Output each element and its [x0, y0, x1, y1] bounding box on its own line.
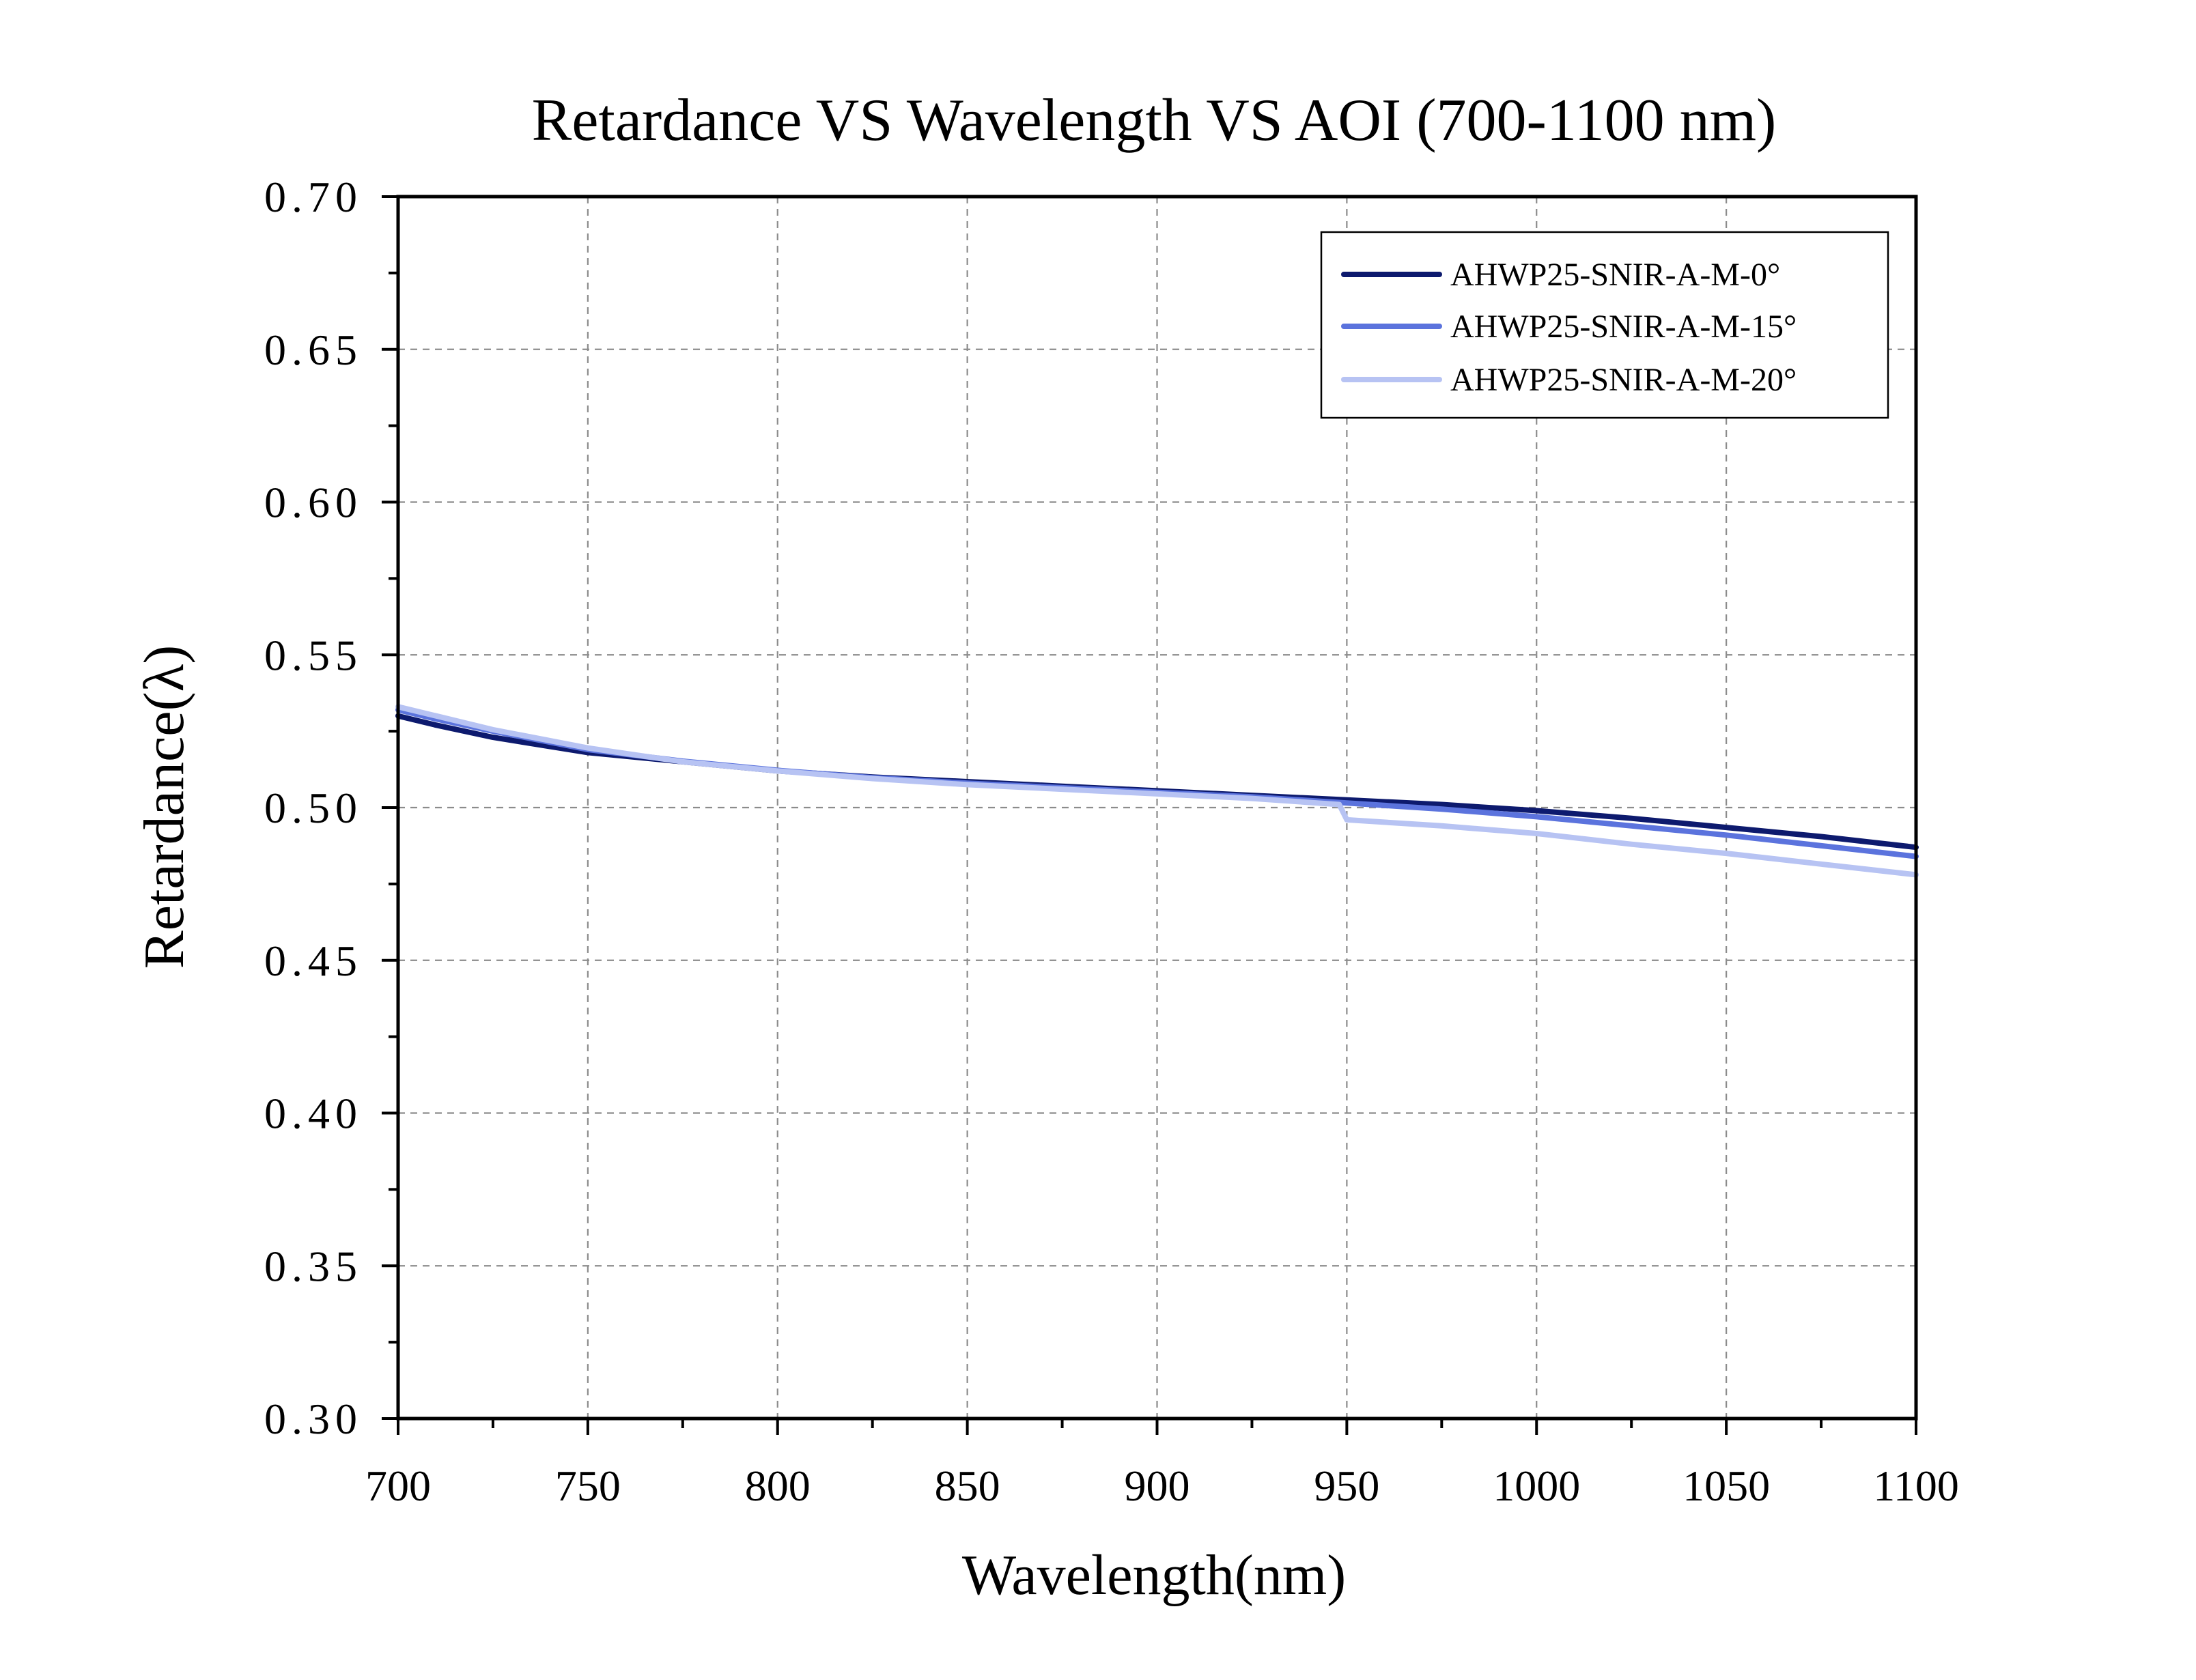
x-tick-label: 1000 — [1493, 1462, 1580, 1510]
y-tick-label: 0.35 — [264, 1242, 363, 1290]
plot-series — [395, 704, 1919, 878]
x-tick-label: 800 — [745, 1462, 811, 1510]
series-line-2 — [395, 704, 1919, 878]
y-tick-labels: 0.30 0.35 0.40 0.45 0.50 0.55 0.60 0.65 0.70 — [264, 173, 363, 1443]
x-tick-label: 700 — [365, 1462, 431, 1510]
x-tick-label: 1050 — [1683, 1462, 1770, 1510]
x-tick-label: 750 — [555, 1462, 621, 1510]
y-axis-label: Retardance(λ) — [132, 645, 196, 969]
x-tick-label: 850 — [935, 1462, 1000, 1510]
x-tick-label: 900 — [1125, 1462, 1190, 1510]
chart-title: Retardance VS Wavelength VS AOI (700-110… — [532, 87, 1777, 154]
legend-label-0: AHWP25-SNIR-A-M-0° — [1450, 257, 1780, 293]
x-tick-labels: 700 750 800 850 900 950 1000 1050 1100 — [365, 1462, 1959, 1510]
y-tick-label: 0.70 — [264, 173, 363, 221]
y-tick-label: 0.40 — [264, 1090, 363, 1138]
y-tick-label: 0.55 — [264, 631, 363, 679]
x-tick-label: 1100 — [1873, 1462, 1959, 1510]
y-tick-label: 0.30 — [264, 1395, 363, 1443]
y-tick-label: 0.60 — [264, 479, 363, 527]
legend: AHWP25-SNIR-A-M-0° AHWP25-SNIR-A-M-15° A… — [1320, 231, 1889, 419]
axis-ticks — [382, 195, 1917, 1435]
y-tick-label: 0.50 — [264, 784, 363, 832]
legend-label-2: AHWP25-SNIR-A-M-20° — [1450, 362, 1797, 398]
x-tick-label: 950 — [1314, 1462, 1379, 1510]
x-axis-label: Wavelength(nm) — [962, 1543, 1346, 1607]
y-tick-label: 0.45 — [264, 937, 363, 985]
legend-label-1: AHWP25-SNIR-A-M-15° — [1450, 309, 1797, 345]
y-tick-label: 0.65 — [264, 326, 363, 374]
